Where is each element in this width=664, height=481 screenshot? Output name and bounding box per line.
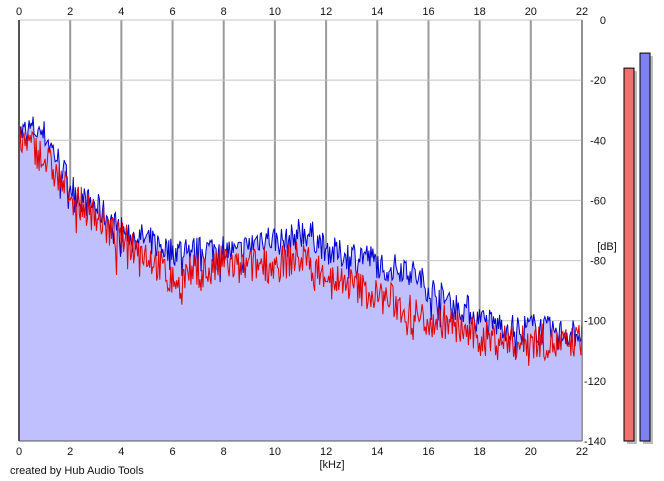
x-tick-label-top: 14 [371,6,383,18]
spectrum-area-fill [19,116,582,441]
x-tick-label-top: 16 [422,6,434,18]
x-tick-label-bottom: 18 [474,446,486,458]
x-tick-labels-bottom: 0 2 4 6 8 10 12 14 16 18 20 22 [16,446,588,458]
x-tick-label-top: 22 [576,6,588,18]
x-tick-label-bottom: 22 [576,446,588,458]
x-tick-label-top: 0 [16,6,22,18]
y-tick-labels: 0 -20 -40 -60 -80 -100 -120 -140 [584,15,606,448]
x-tick-label-bottom: 10 [269,446,281,458]
y-tick-label: -100 [584,316,606,328]
x-tick-label-bottom: 8 [221,446,227,458]
y-tick-label: -60 [590,195,606,207]
y-tick-label: -140 [584,436,606,448]
plot-frame [18,20,583,442]
level-meter-red [623,67,635,442]
x-tick-labels-top: 0 2 4 6 8 10 12 14 16 18 20 22 [16,6,588,18]
x-tick-label-bottom: 14 [371,446,383,458]
x-tick-label-top: 6 [169,6,175,18]
spectrum-lines-layer [18,116,583,366]
x-tick-label-top: 2 [67,6,73,18]
x-tick-label-top: 10 [269,6,281,18]
x-tick-label-bottom: 20 [525,446,537,458]
x-tick-label-bottom: 6 [169,446,175,458]
x-tick-label-top: 8 [221,6,227,18]
x-tick-label-bottom: 16 [422,446,434,458]
spectrum-line-red [18,124,583,366]
y-axis-label: [dB] [597,241,617,253]
y-tick-label: -20 [590,75,606,87]
spectrum-fill-layer [19,116,582,441]
x-tick-label-bottom: 4 [118,446,124,458]
x-tick-label-top: 4 [118,6,124,18]
y-tick-label: -120 [584,376,606,388]
y-tick-label: -40 [590,135,606,147]
x-tick-label-bottom: 0 [16,446,22,458]
level-meter-blue [639,52,651,442]
x-tick-label-top: 20 [525,6,537,18]
y-tick-label: 0 [600,15,606,27]
credit-text: created by Hub Audio Tools [10,465,144,477]
level-meters [623,52,653,444]
y-tick-label: -80 [590,256,606,268]
x-axis-label: [kHz] [319,459,344,471]
x-tick-label-top: 12 [320,6,332,18]
x-tick-label-bottom: 12 [320,446,332,458]
x-tick-label-bottom: 2 [67,446,73,458]
x-tick-label-top: 18 [474,6,486,18]
